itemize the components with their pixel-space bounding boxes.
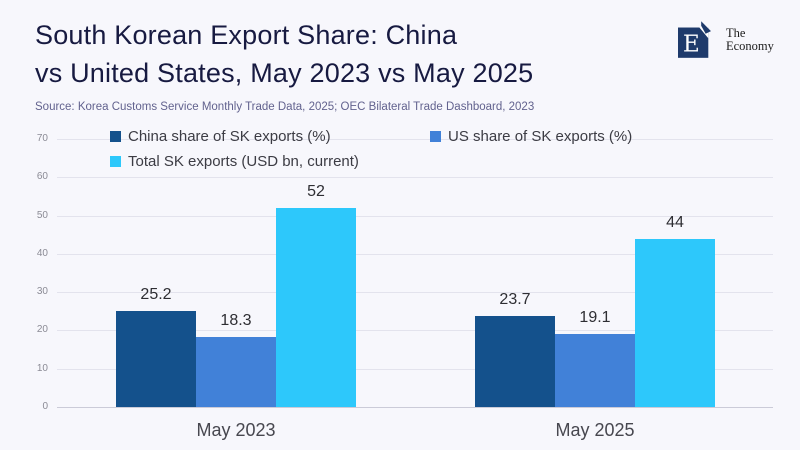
y-tick-50: 50 <box>36 209 48 221</box>
legend-swatch-total-icon <box>110 155 121 167</box>
y-tick-40: 40 <box>36 247 48 259</box>
bar-china-share-may-2023 <box>116 310 196 407</box>
bar-value-china-share-may-2023: 25.2 <box>140 285 172 303</box>
title-line-2: vs United States, May 2023 vs May 2025 <box>35 58 534 88</box>
legend-label-us: US share of SK exports (%) <box>448 127 633 145</box>
gridline-40 <box>57 253 773 255</box>
bar-value-total-exports-may-2025: 44 <box>666 213 684 231</box>
title-line-1: South Korean Export Share: China <box>35 20 458 50</box>
y-tick-20: 20 <box>36 324 48 336</box>
bar-us-share-may-2023 <box>196 336 276 407</box>
bar-total-exports-may-2023 <box>276 207 356 407</box>
legend-item-china-share: China share of SK exports (%) <box>110 127 331 145</box>
bar-us-share-may-2025 <box>555 333 635 407</box>
legend-swatch-us-icon <box>430 130 441 142</box>
bar-china-share-may-2025 <box>475 316 555 407</box>
svg-text:E: E <box>683 31 700 58</box>
bar-value-us-share-may-2025: 19.1 <box>579 308 611 326</box>
page-title: South Korean Export Share: China vs Unit… <box>35 16 533 92</box>
legend-item-total-exports: Total SK exports (USD bn, current) <box>110 152 359 170</box>
bar-total-exports-may-2025 <box>635 238 715 407</box>
gridline-10 <box>57 368 773 370</box>
logo-text: The Economy <box>726 27 774 53</box>
legend-label-china: China share of SK exports (%) <box>128 127 331 145</box>
gridline-60 <box>57 177 773 179</box>
brand-logo: E The Economy <box>678 20 774 60</box>
bar-value-total-exports-may-2023: 52 <box>307 182 325 200</box>
logo-mark-icon: E <box>678 21 711 58</box>
y-tick-30: 30 <box>36 286 48 298</box>
logo-text-line-1: The <box>726 26 746 40</box>
legend-item-us-share: US share of SK exports (%) <box>430 127 633 145</box>
y-tick-0: 0 <box>42 401 48 412</box>
y-tick-60: 60 <box>36 171 48 183</box>
legend-label-total: Total SK exports (USD bn, current) <box>128 152 359 170</box>
source-note: Source: Korea Customs Service Monthly Tr… <box>35 101 535 113</box>
legend-swatch-china-icon <box>110 130 121 142</box>
logo-text-line-2: Economy <box>726 39 774 53</box>
gridline-50 <box>57 215 773 217</box>
bar-value-china-share-may-2025: 23.7 <box>499 291 531 309</box>
x-axis-label-may-2025: May 2025 <box>555 420 635 440</box>
bar-value-us-share-may-2023: 18.3 <box>220 311 252 329</box>
gridline-70 <box>57 139 773 140</box>
x-axis-label-may-2023: May 2023 <box>196 420 276 440</box>
y-tick-70: 70 <box>36 133 48 144</box>
y-tick-10: 10 <box>36 362 48 374</box>
gridline-20 <box>57 330 773 332</box>
gridline-30 <box>57 292 773 294</box>
gridline-0 <box>57 407 773 408</box>
